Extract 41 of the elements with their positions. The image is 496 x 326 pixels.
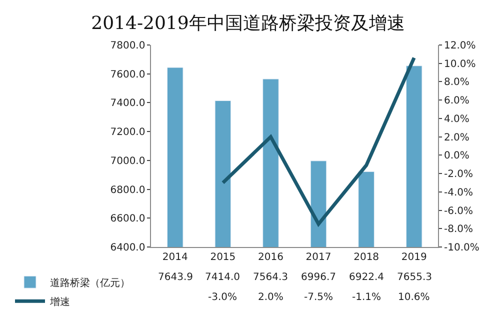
y-tick-label: 6400.0	[110, 242, 146, 254]
data-label: -7.5%	[304, 292, 334, 303]
x-tick-label: 2015	[210, 252, 236, 263]
y-tick-label: 6600.0	[110, 214, 146, 225]
y-tick-label: 6800.0	[110, 184, 146, 196]
data-label: 2.0%	[258, 292, 284, 303]
y2-tick-label: 6.0%	[444, 96, 470, 107]
y-tick-label: 7600.0	[110, 69, 146, 80]
data-label: 6922.4	[349, 272, 384, 283]
y2-tick-label: -8.0%	[444, 224, 474, 236]
x-tick-label: 2018	[354, 252, 380, 263]
data-label: 6996.7	[301, 272, 336, 283]
line-series	[221, 56, 416, 226]
y2-tick-label: -10.0%	[444, 242, 480, 254]
data-label: -1.1%	[352, 292, 382, 303]
data-label: 7643.9	[158, 272, 193, 283]
y2-tick-label: -4.0%	[444, 187, 474, 198]
x-tick-label: 2014	[162, 252, 188, 263]
y2-tick-label: 8.0%	[444, 77, 470, 88]
y2-tick-label: 0.0%	[444, 150, 470, 162]
chart-title: 2014-2019年中国道路桥梁投资及增速	[91, 12, 405, 34]
y2-tick-label: 12.0%	[444, 40, 476, 52]
data-label: 7414.0	[205, 272, 240, 283]
data-label: -3.0%	[208, 292, 238, 303]
y-tick-label: 7400.0	[110, 98, 146, 110]
legend-label: 增速	[49, 296, 70, 308]
x-tick-label: 2017	[306, 252, 332, 263]
y-tick-label: 7000.0	[110, 156, 146, 167]
y2-tick-label: -2.0%	[444, 169, 474, 180]
data-label: 7564.3	[253, 272, 288, 283]
legend-label: 道路桥梁（亿元）	[50, 276, 130, 289]
y2-tick-label: 4.0%	[444, 114, 470, 125]
x-tick-label: 2019	[401, 252, 427, 263]
data-label: 7655.3	[397, 272, 432, 283]
x-tick-label: 2016	[258, 252, 284, 263]
y-tick-label: 7800.0	[110, 40, 146, 52]
y2-tick-label: 10.0%	[444, 58, 476, 70]
data-label: 10.6%	[398, 292, 430, 303]
y2-tick-label: 2.0%	[444, 132, 470, 144]
y-tick-label: 7200.0	[110, 127, 146, 138]
y2-tick-label: -6.0%	[444, 206, 474, 217]
